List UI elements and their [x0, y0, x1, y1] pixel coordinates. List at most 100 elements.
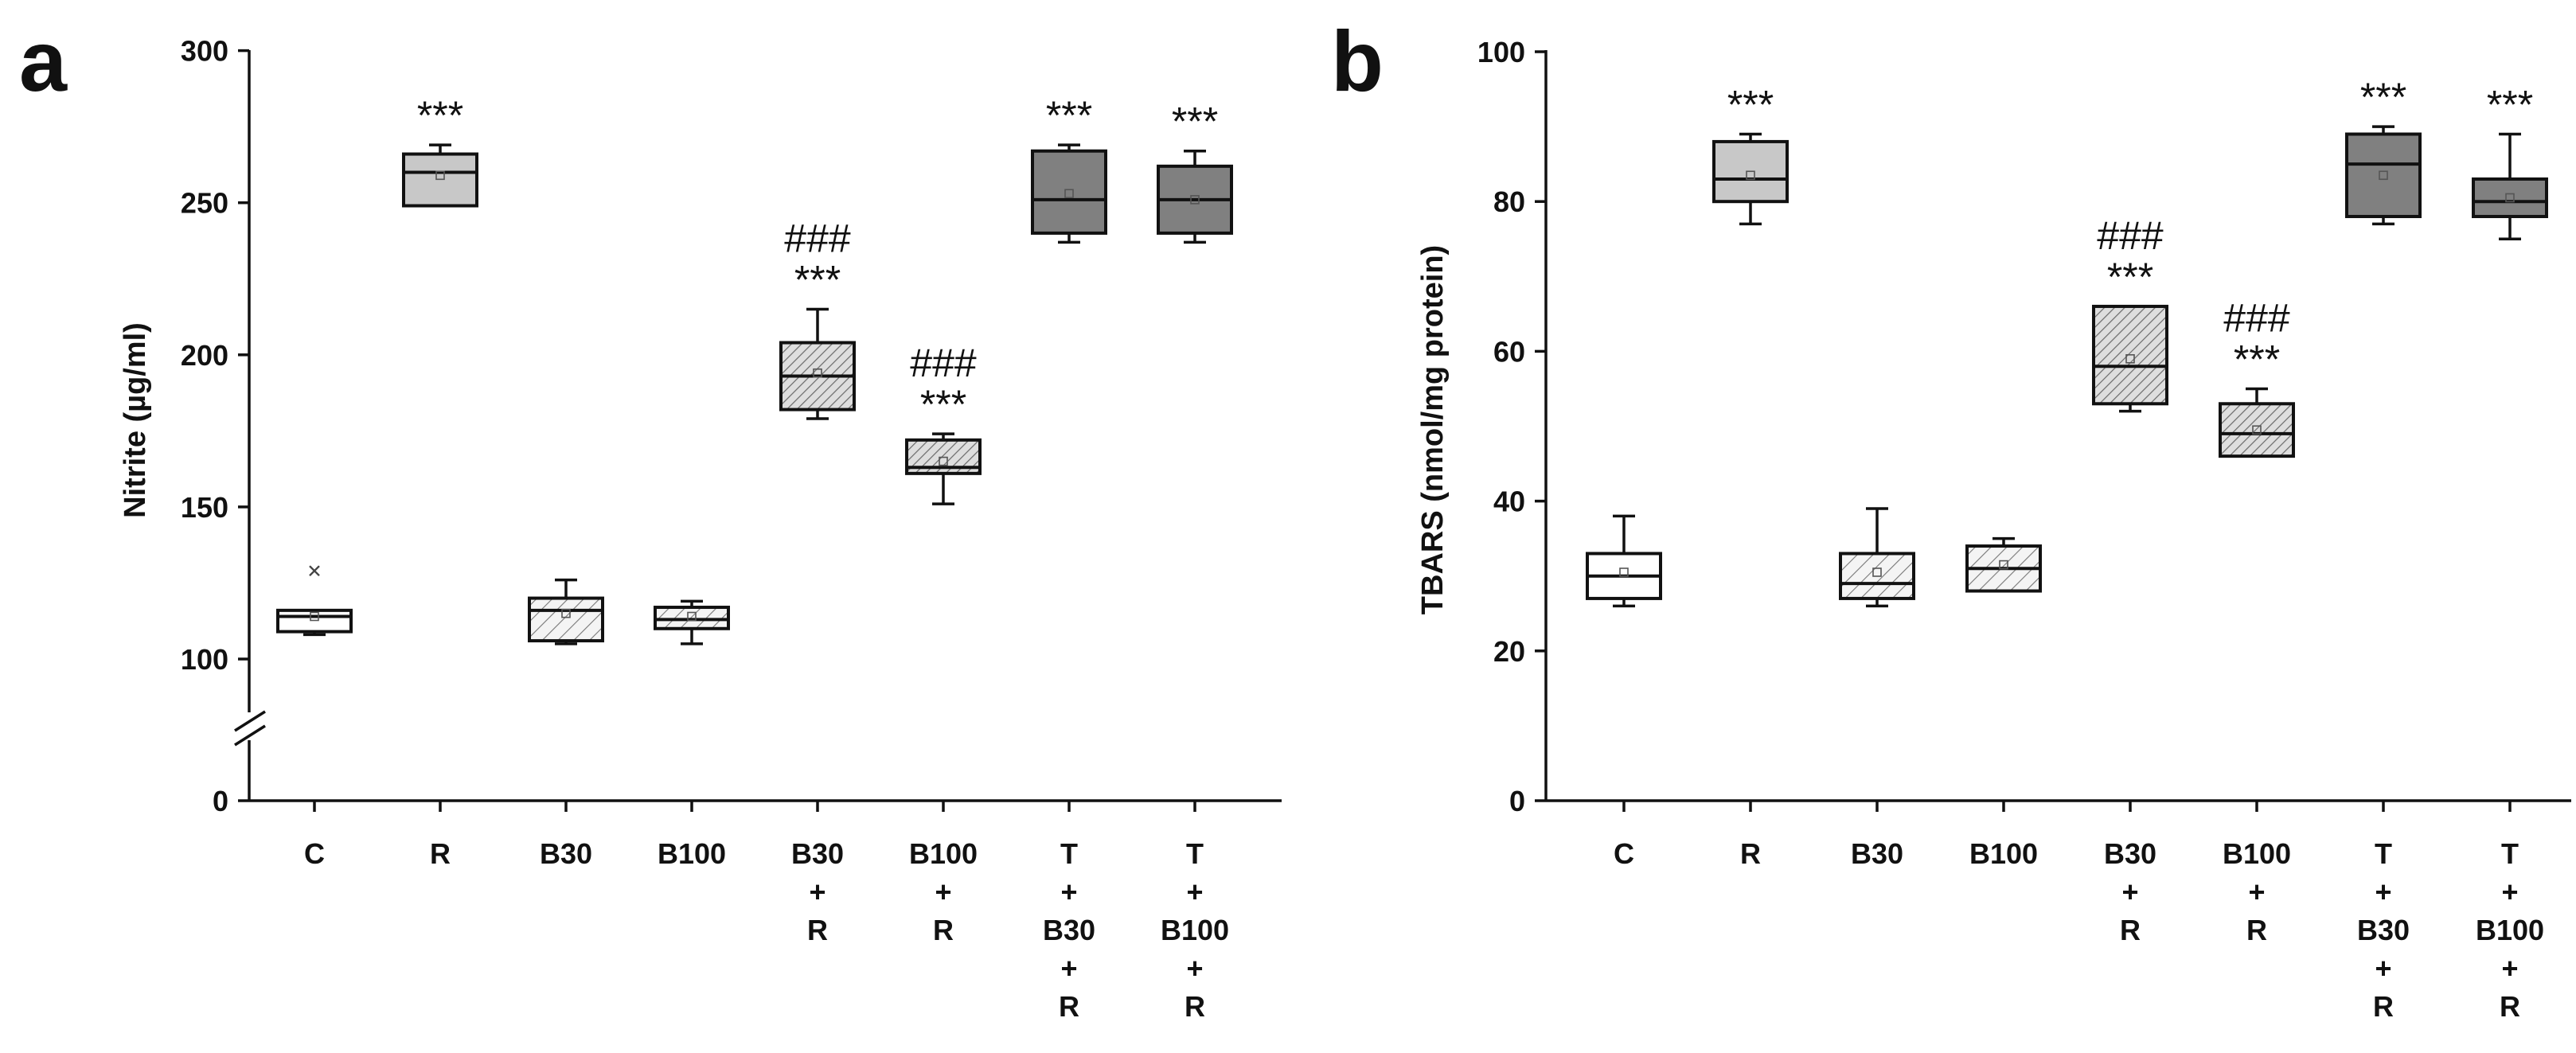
- panel-b-letter: b: [1331, 13, 1384, 109]
- iqr-box: [2472, 177, 2548, 219]
- panel-b-box-2: [1839, 507, 1915, 608]
- mean-marker: [1872, 567, 1882, 577]
- mean-marker: [2125, 354, 2135, 364]
- significance-star-label: ***: [1046, 93, 1092, 138]
- panel-a-box-3: [654, 599, 730, 645]
- panel-a-category-label: +: [935, 876, 951, 908]
- mean-marker: [1619, 567, 1629, 577]
- panel-b-category-label: B100: [2476, 914, 2544, 946]
- panel-b-category-label: +: [2248, 876, 2265, 908]
- mean-marker: [1190, 195, 1200, 205]
- iqr-box: [2219, 402, 2295, 458]
- panel-a-category-label: R: [430, 837, 451, 870]
- panel-b-category-label: R: [2246, 914, 2267, 946]
- panel-b-category-label: T: [2501, 837, 2519, 870]
- mean-marker: [2505, 193, 2515, 203]
- significance-star-label: ***: [2234, 337, 2280, 381]
- significance-hash-label: ###: [2097, 213, 2164, 258]
- panel-a-category-label: R: [807, 914, 828, 946]
- panel-b-box-1: [1712, 132, 1789, 226]
- mean-marker: [310, 611, 319, 622]
- panel-a-category-label: R: [933, 914, 954, 946]
- panel-a-category-label: B100: [909, 837, 978, 870]
- panel-a-category-label: T: [1060, 837, 1078, 870]
- iqr-box: [528, 596, 604, 643]
- panel-a-category-label: R: [1185, 990, 1205, 1023]
- panel-a-box-4: [779, 307, 856, 420]
- significance-star-label: ***: [1727, 83, 1774, 127]
- panel-b-category-label: R: [2120, 914, 2141, 946]
- significance-star-label: ***: [2360, 75, 2406, 119]
- mean-marker: [561, 608, 571, 618]
- panel-b-category-label: +: [2501, 952, 2518, 985]
- panel-b-box-3: [1965, 536, 2042, 593]
- panel-b-y-tick-label: 40: [1493, 486, 1525, 518]
- panel-b-tbars-chart: b TBARS (nmol/mg protein) 0 20 40 60 80 100 C…: [1331, 13, 2571, 1023]
- significance-star-label: ***: [2487, 83, 2533, 127]
- panel-a-letter: a: [19, 13, 68, 109]
- panel-a-category-label: +: [1060, 876, 1077, 908]
- panel-b-box-6: [2345, 125, 2422, 226]
- panel-a-category-label: B30: [540, 837, 592, 870]
- panel-a-category-label: T: [1186, 837, 1204, 870]
- panel-a-category-label: +: [1060, 952, 1077, 985]
- panel-b-category-label: R: [2500, 990, 2520, 1023]
- panel-a-category-label: R: [1059, 990, 1079, 1023]
- panel-b-category-label: B100: [2223, 837, 2291, 870]
- panel-a-box-5: [905, 432, 982, 505]
- significance-hash-label: ###: [2223, 295, 2290, 340]
- panel-b-category-label: B30: [1851, 837, 1903, 870]
- panel-b-y-axis-title: TBARS (nmol/mg protein): [1416, 245, 1450, 614]
- mean-marker: [2252, 425, 2262, 435]
- panel-a-y-axis-title: Nitrite (µg/ml): [119, 322, 152, 518]
- mean-marker: [939, 456, 948, 466]
- panel-a-category-label: B30: [1043, 914, 1095, 946]
- panel-b-y-tick-label: 0: [1509, 785, 1525, 817]
- panel-b-y-tick-label: 80: [1493, 185, 1525, 218]
- panel-b-category-label: +: [2121, 876, 2138, 908]
- panel-a-y-tick-label: 100: [181, 643, 228, 676]
- mean-marker: [813, 368, 822, 378]
- mean-marker: [2379, 170, 2388, 181]
- iqr-box: [1031, 149, 1107, 235]
- panel-a-y-tick-label: 0: [213, 785, 228, 817]
- panel-a-category-label: B100: [658, 837, 726, 870]
- panel-a-nitrite-chart: a Nitrite (µg/ml) 0 100 150 200 250 300 C R B30…: [19, 13, 1282, 1023]
- panel-a-box-2: [528, 578, 604, 645]
- significance-star-label: ***: [920, 382, 966, 427]
- panel-b-box-4: [2092, 304, 2168, 413]
- panel-b-category-label: R: [1740, 837, 1761, 870]
- panel-b-y-tick-label: 60: [1493, 335, 1525, 368]
- significance-star-label: ***: [794, 257, 841, 302]
- panel-b-category-label: T: [2375, 837, 2392, 870]
- panel-b-category-label: +: [2375, 876, 2391, 908]
- mean-marker: [687, 611, 697, 622]
- panel-a-category-label: B30: [791, 837, 844, 870]
- panel-a-category-label: +: [809, 876, 825, 908]
- panel-b-category-label: +: [2375, 952, 2391, 985]
- panel-a-y-tick-label: 150: [181, 491, 228, 524]
- panel-b-category-label: B30: [2104, 837, 2156, 870]
- panel-b-category-label: B100: [1969, 837, 2038, 870]
- panel-b-box-7: [2472, 132, 2548, 240]
- panel-a-y-tick-label: 300: [181, 35, 228, 68]
- panel-b-y-tick-label: 20: [1493, 635, 1525, 668]
- panel-b-category-label: R: [2373, 990, 2394, 1023]
- significance-star-label: ***: [2107, 255, 2153, 299]
- mean-marker: [1064, 189, 1074, 199]
- panel-b-category-label: +: [2501, 876, 2518, 908]
- panel-a-category-label: +: [1186, 952, 1203, 985]
- mean-marker: [1746, 170, 1755, 181]
- panel-a-category-label: B100: [1161, 914, 1229, 946]
- panel-a-axis-break-mark: [234, 710, 266, 747]
- panel-a-box-6: [1031, 143, 1107, 244]
- panel-a-box-0: [276, 565, 353, 637]
- significance-hash-label: ###: [910, 341, 977, 385]
- panel-b-category-label: B30: [2357, 914, 2410, 946]
- panel-b-box-5: [2219, 387, 2295, 458]
- panel-a-box-1: [402, 143, 478, 208]
- mean-marker: [1999, 560, 2008, 570]
- panel-b-box-0: [1586, 514, 1662, 608]
- significance-star-label: ***: [1172, 99, 1218, 144]
- significance-hash-label: ###: [784, 216, 851, 260]
